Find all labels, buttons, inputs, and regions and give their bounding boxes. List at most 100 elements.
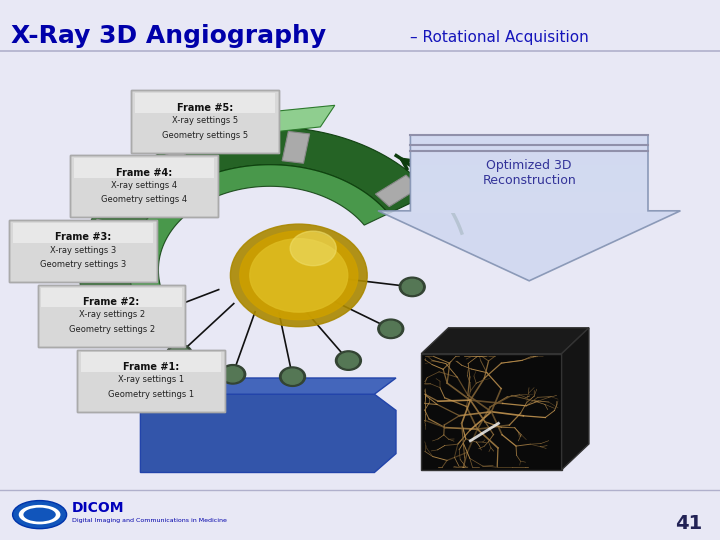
Bar [410, 194, 648, 196]
Polygon shape [130, 165, 389, 296]
FancyBboxPatch shape [42, 287, 181, 307]
Bar [410, 146, 648, 148]
Text: X-ray settings 1: X-ray settings 1 [118, 375, 184, 384]
Bar [410, 196, 648, 198]
Bar [410, 209, 648, 211]
Text: Digital Imaging and Communications in Medicine: Digital Imaging and Communications in Me… [72, 517, 227, 523]
Bar [410, 185, 648, 187]
Bar [410, 170, 648, 172]
Circle shape [402, 279, 423, 294]
Circle shape [240, 231, 358, 320]
Bar [410, 181, 648, 183]
Circle shape [250, 239, 348, 312]
Polygon shape [140, 394, 396, 472]
Bar [410, 140, 648, 143]
Polygon shape [378, 135, 680, 281]
Polygon shape [79, 127, 431, 306]
FancyBboxPatch shape [78, 350, 225, 411]
Bar [410, 198, 648, 200]
FancyBboxPatch shape [37, 285, 186, 347]
Bar [410, 191, 648, 192]
Bar [410, 178, 648, 179]
Text: 41: 41 [675, 514, 702, 534]
Text: X-ray settings 2: X-ray settings 2 [78, 310, 145, 319]
FancyBboxPatch shape [131, 90, 279, 152]
Bar [410, 166, 648, 168]
Circle shape [282, 369, 302, 384]
Text: Frame #3:: Frame #3: [55, 233, 111, 242]
Circle shape [169, 346, 189, 361]
Bar [410, 163, 648, 165]
FancyBboxPatch shape [74, 158, 215, 178]
Circle shape [290, 231, 336, 266]
Circle shape [222, 367, 243, 382]
Polygon shape [212, 105, 335, 138]
Bar [410, 203, 648, 205]
Polygon shape [562, 328, 589, 470]
Circle shape [220, 364, 246, 384]
Polygon shape [421, 328, 589, 354]
Text: Frame #5:: Frame #5: [177, 103, 233, 113]
FancyBboxPatch shape [81, 353, 222, 372]
Bar [410, 148, 648, 150]
FancyBboxPatch shape [71, 156, 217, 217]
Bar [410, 187, 648, 188]
Circle shape [129, 309, 155, 329]
Text: – Rotational Acquisition: – Rotational Acquisition [410, 30, 589, 45]
Circle shape [279, 367, 305, 387]
Bar [410, 205, 648, 207]
Text: X-ray settings 5: X-ray settings 5 [172, 116, 238, 125]
Circle shape [381, 321, 401, 336]
Ellipse shape [13, 501, 66, 529]
Text: X-ray settings 4: X-ray settings 4 [111, 181, 177, 190]
Circle shape [400, 277, 426, 296]
Bar [282, 131, 310, 163]
Bar [410, 139, 648, 140]
Text: DICOM: DICOM [72, 501, 125, 515]
Text: Geometry settings 5: Geometry settings 5 [162, 131, 248, 140]
Bar [410, 183, 648, 185]
Bar [410, 144, 648, 146]
Bar [410, 168, 648, 170]
Bar [410, 172, 648, 174]
Text: Frame #2:: Frame #2: [84, 298, 140, 307]
Circle shape [338, 353, 359, 368]
Bar [410, 176, 648, 178]
Bar [90, 219, 135, 244]
Bar [410, 200, 648, 201]
Bar [410, 161, 648, 163]
Ellipse shape [23, 508, 56, 522]
Text: Geometry settings 2: Geometry settings 2 [68, 325, 155, 334]
Circle shape [132, 312, 152, 327]
Text: Geometry settings 3: Geometry settings 3 [40, 260, 126, 269]
Bar [375, 175, 420, 206]
Bar [410, 152, 648, 153]
Bar [410, 179, 648, 181]
Circle shape [230, 224, 367, 327]
Circle shape [378, 319, 404, 339]
Circle shape [166, 344, 192, 363]
Text: Frame #4:: Frame #4: [116, 168, 172, 178]
Ellipse shape [19, 505, 60, 524]
Bar [410, 192, 648, 194]
Bar [161, 148, 201, 182]
Text: Geometry settings 4: Geometry settings 4 [101, 195, 187, 205]
FancyBboxPatch shape [9, 220, 157, 282]
Bar [410, 150, 648, 152]
Circle shape [336, 351, 361, 370]
Text: Optimized 3D
Reconstruction: Optimized 3D Reconstruction [482, 159, 576, 187]
Bar [410, 201, 648, 203]
Bar [410, 157, 648, 159]
Text: X-Ray 3D Angiography: X-Ray 3D Angiography [11, 24, 326, 48]
Text: X-ray settings 3: X-ray settings 3 [50, 246, 116, 254]
Bar [410, 156, 648, 157]
Bar [410, 159, 648, 161]
Text: Frame #1:: Frame #1: [123, 362, 179, 372]
Bar [410, 211, 648, 213]
Bar [410, 153, 648, 156]
FancyBboxPatch shape [135, 93, 275, 113]
Polygon shape [140, 378, 396, 394]
Bar [421, 354, 562, 470]
Bar [410, 143, 648, 144]
Text: Geometry settings 1: Geometry settings 1 [108, 390, 194, 399]
